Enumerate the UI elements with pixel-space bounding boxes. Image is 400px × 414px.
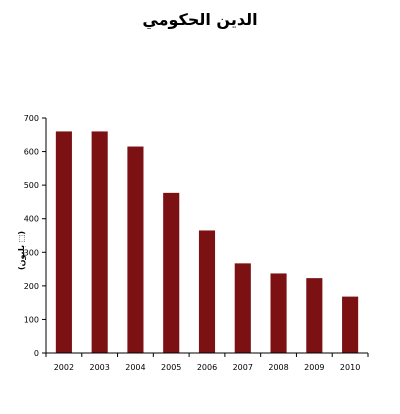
y-tick-label: 700 — [24, 114, 39, 123]
x-tick-label: 2003 — [89, 363, 109, 372]
y-tick-label: 0 — [34, 349, 39, 358]
bar-2005 — [163, 192, 180, 353]
chart-title: الدين الحكومي — [142, 10, 258, 29]
bar-2008 — [270, 273, 287, 353]
bar-2004 — [127, 146, 144, 353]
y-axis-title: (بليون ⬚) — [17, 231, 26, 270]
y-tick-label: 400 — [24, 215, 39, 224]
bar-2010 — [342, 296, 359, 353]
bar-2009 — [306, 278, 323, 353]
x-tick-label: 2008 — [268, 363, 288, 372]
y-tick-label: 600 — [24, 148, 39, 157]
x-tick-label: 2004 — [125, 363, 145, 372]
bar-2003 — [91, 131, 108, 353]
y-tick-label: 500 — [24, 181, 39, 190]
x-tick-label: 2009 — [304, 363, 324, 372]
y-tick-label: 200 — [24, 282, 39, 291]
x-tick-label: 2005 — [161, 363, 181, 372]
x-tick-label: 2006 — [197, 363, 217, 372]
bar-2006 — [198, 230, 216, 353]
y-tick-label: 100 — [24, 315, 39, 324]
x-tick-label: 2002 — [54, 363, 74, 372]
x-tick-label: 2010 — [340, 363, 360, 372]
x-tick-label: 2007 — [233, 363, 253, 372]
y-tick-label: 300 — [24, 248, 39, 257]
bar-2002 — [55, 131, 72, 353]
bar-2007 — [234, 263, 251, 353]
